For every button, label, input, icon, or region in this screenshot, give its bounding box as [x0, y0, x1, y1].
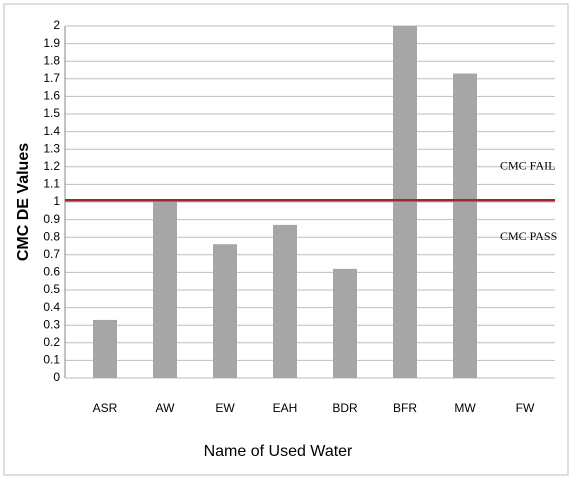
x-tick-label: EW [215, 401, 235, 415]
x-tick-label: ASR [93, 401, 118, 415]
annotation: CMC PASS [500, 229, 557, 243]
y-tick-label: 1.1 [43, 177, 60, 191]
y-tick-label: 1.7 [43, 71, 60, 85]
y-tick-label: 0.1 [43, 353, 60, 367]
y-tick-label: 1.6 [43, 89, 60, 103]
x-tick-label: BDR [332, 401, 358, 415]
x-tick-label: MW [454, 401, 476, 415]
y-tick-label: 1.3 [43, 141, 60, 155]
y-tick-label: 0 [53, 370, 60, 384]
x-tick-label: FW [516, 401, 535, 415]
bar [213, 244, 237, 378]
y-tick-label: 1.5 [43, 106, 60, 120]
y-tick-label: 0.6 [43, 265, 60, 279]
bar [333, 268, 357, 378]
y-tick-label: 0.7 [43, 247, 60, 261]
y-tick-label: 1.4 [43, 124, 60, 138]
bar [153, 200, 177, 378]
annotation: CMC FAIL [500, 159, 555, 173]
y-axis-title: CMC DE Values [15, 143, 32, 261]
bar [453, 73, 477, 379]
y-tick-label: 0.9 [43, 212, 60, 226]
bar [93, 319, 117, 378]
y-tick-label: 0.4 [43, 300, 60, 314]
x-tick-label: AW [156, 401, 176, 415]
y-tick-label: 1.2 [43, 159, 60, 173]
bar [273, 224, 297, 378]
y-tick-label: 2 [53, 18, 60, 32]
bar [393, 26, 417, 378]
y-tick-label: 1 [53, 194, 60, 208]
y-tick-label: 0.3 [43, 317, 60, 331]
y-tick-label: 1.8 [43, 53, 60, 67]
y-tick-label: 0.2 [43, 335, 60, 349]
y-tick-label: 0.5 [43, 282, 60, 296]
x-axis-title: Name of Used Water [204, 443, 353, 460]
y-tick-label: 1.9 [43, 36, 60, 50]
x-tick-label: BFR [393, 401, 417, 415]
y-tick-label: 0.8 [43, 229, 60, 243]
x-tick-label: EAH [273, 401, 298, 415]
